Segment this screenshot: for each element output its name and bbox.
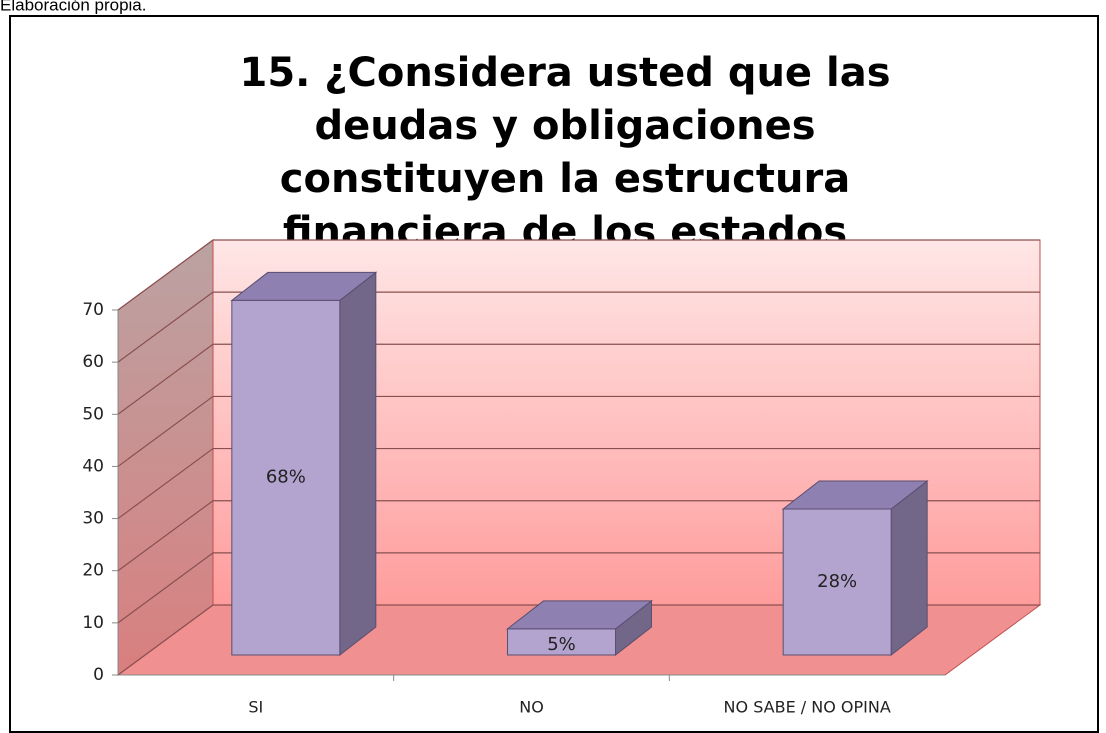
side-wall — [117, 239, 214, 676]
grid-line — [117, 343, 1040, 415]
value-label: 5% — [547, 634, 576, 655]
x-tick-label: SI — [248, 698, 263, 717]
grid-line — [117, 239, 1040, 311]
y-tick-label: 10 — [82, 613, 104, 633]
grid-line — [117, 604, 1040, 676]
y-tick-label: 0 — [93, 665, 104, 685]
y-tick-label: 20 — [82, 561, 104, 581]
x-tick-label: NO SABE / NO OPINA — [724, 698, 891, 717]
bar — [507, 628, 616, 656]
grid-line — [117, 447, 1040, 520]
grid-line — [117, 395, 1040, 467]
y-tick-label: 70 — [82, 300, 104, 320]
y-tick-label: 60 — [82, 352, 104, 372]
y-tick-label: 50 — [82, 404, 104, 424]
grid-line — [117, 500, 1040, 572]
bar — [231, 299, 341, 656]
y-tick-label: 40 — [82, 456, 104, 476]
value-label: 68% — [266, 467, 306, 488]
y-tick-label: 30 — [82, 509, 104, 529]
value-label: 28% — [817, 571, 857, 592]
bar-side — [339, 271, 377, 657]
source-note: Elaboración propia. — [0, 0, 146, 14]
grid-line — [117, 552, 1040, 624]
grid-line — [117, 291, 1040, 363]
x-tick-label: NO — [519, 698, 544, 717]
bar-side — [890, 479, 928, 657]
bar — [782, 508, 892, 656]
